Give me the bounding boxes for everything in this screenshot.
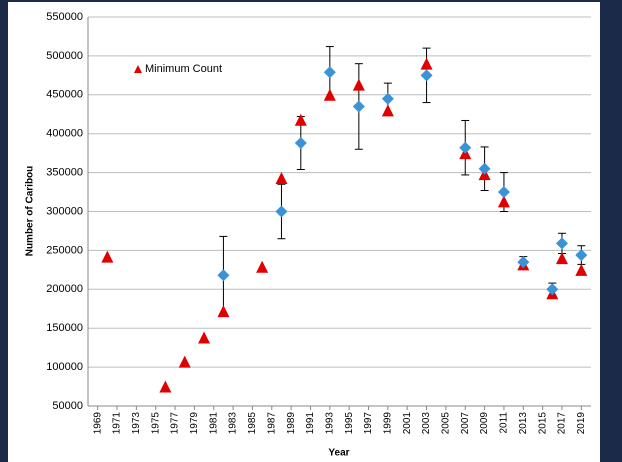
x-tick-label: 1991 bbox=[305, 412, 316, 435]
x-tick-label: 2005 bbox=[441, 412, 452, 435]
triangle-point bbox=[381, 104, 394, 117]
diamond-point bbox=[275, 205, 288, 218]
diamond-point bbox=[420, 69, 433, 82]
y-tick-label: 50000 bbox=[52, 400, 83, 412]
triangle-point bbox=[159, 380, 172, 393]
x-tick-label: 2011 bbox=[499, 412, 510, 434]
x-tick-label: 2003 bbox=[421, 412, 432, 435]
legend-marker bbox=[134, 65, 142, 73]
diamond-point bbox=[555, 237, 568, 250]
diamond-point bbox=[478, 162, 491, 175]
x-tick-label: 1989 bbox=[286, 412, 297, 435]
y-tick-label: 500000 bbox=[46, 50, 83, 62]
diamond-point bbox=[575, 249, 588, 262]
x-tick-label: 2015 bbox=[537, 412, 548, 435]
triangle-point bbox=[101, 250, 114, 263]
x-tick-label: 1981 bbox=[208, 412, 219, 435]
x-tick-label: 1973 bbox=[131, 412, 142, 435]
diamond-point bbox=[459, 141, 472, 154]
triangle-point bbox=[352, 78, 365, 91]
triangle-point bbox=[198, 331, 211, 344]
y-tick-label: 100000 bbox=[46, 361, 83, 373]
triangle-point bbox=[420, 57, 433, 70]
triangle-point bbox=[323, 88, 336, 101]
triangle-point bbox=[497, 195, 510, 208]
diamond-point bbox=[546, 283, 559, 296]
x-tick-label: 2019 bbox=[576, 412, 587, 435]
x-axis-title: Year bbox=[328, 448, 349, 459]
legend-label: Minimum Count bbox=[145, 63, 222, 75]
x-tick-label: 2007 bbox=[460, 412, 471, 435]
x-tick-label: 1985 bbox=[247, 412, 258, 435]
x-tick-label: 1971 bbox=[112, 412, 123, 435]
chart-background bbox=[8, 2, 600, 462]
triangle-point bbox=[575, 263, 588, 276]
x-tick-label: 1993 bbox=[324, 412, 335, 435]
y-tick-label: 200000 bbox=[46, 283, 83, 295]
diamond-point bbox=[497, 186, 510, 199]
x-tick-label: 1995 bbox=[344, 412, 355, 435]
x-tick-label: 1979 bbox=[189, 412, 200, 435]
x-tick-label: 1969 bbox=[92, 412, 103, 435]
triangle-point bbox=[294, 113, 307, 126]
diamond-point bbox=[323, 66, 336, 79]
x-tick-label: 1999 bbox=[383, 412, 394, 435]
y-tick-label: 300000 bbox=[46, 205, 83, 217]
diamond-point bbox=[381, 92, 394, 105]
triangle-point bbox=[256, 260, 269, 273]
x-tick-label: 2009 bbox=[479, 412, 490, 435]
x-tick-label: 1983 bbox=[228, 412, 239, 435]
x-tick-label: 1997 bbox=[363, 412, 374, 435]
x-tick-label: 2017 bbox=[557, 412, 568, 435]
y-tick-label: 150000 bbox=[46, 322, 83, 334]
diamond-point bbox=[294, 137, 307, 150]
diamond-point bbox=[517, 256, 530, 269]
y-axis-title: Number of Caribou bbox=[25, 166, 36, 257]
diamond-point bbox=[352, 100, 365, 113]
diamond-point bbox=[217, 269, 230, 282]
triangle-point bbox=[178, 355, 191, 368]
y-tick-label: 550000 bbox=[46, 11, 83, 23]
triangle-point bbox=[217, 305, 230, 318]
y-tick-label: 350000 bbox=[46, 167, 83, 179]
x-tick-label: 1975 bbox=[150, 412, 161, 435]
triangle-point bbox=[555, 252, 568, 265]
y-tick-label: 250000 bbox=[46, 244, 83, 256]
x-tick-label: 2001 bbox=[402, 412, 413, 435]
y-tick-label: 400000 bbox=[46, 128, 83, 140]
y-tick-label: 450000 bbox=[46, 89, 83, 101]
triangle-point bbox=[275, 172, 288, 185]
x-tick-label: 2013 bbox=[518, 412, 529, 435]
x-tick-label: 1987 bbox=[266, 412, 277, 435]
x-tick-label: 1977 bbox=[170, 412, 181, 435]
